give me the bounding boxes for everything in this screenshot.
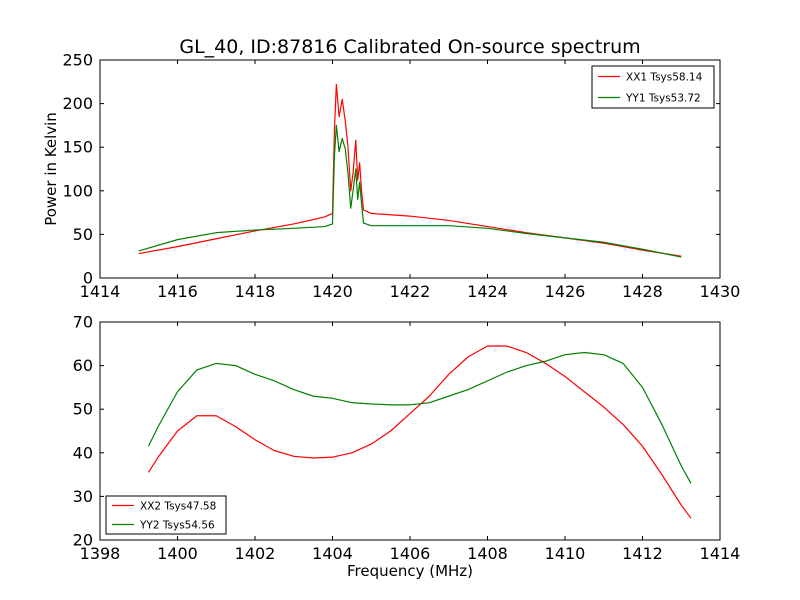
- x-tick-label: 1428: [622, 282, 663, 301]
- x-tick-label: 1410: [545, 544, 586, 563]
- x-tick-label: 1404: [312, 544, 353, 563]
- y-tick-label: 250: [62, 51, 93, 70]
- series-line-1: [138, 83, 682, 257]
- x-tick-label: 1430: [700, 282, 741, 301]
- y-tick-label: 70: [73, 313, 93, 332]
- y-tick-label: 100: [62, 181, 93, 200]
- x-tick-label: 1412: [622, 544, 663, 563]
- y-tick-label: 30: [73, 487, 93, 506]
- x-tick-label: 1402: [235, 544, 276, 563]
- chart-title: GL_40, ID:87816 Calibrated On-source spe…: [179, 36, 640, 58]
- x-axis-label: Frequency (MHz): [347, 562, 473, 580]
- x-tick-label: 1424: [467, 282, 508, 301]
- y-tick-label: 60: [73, 356, 93, 375]
- x-tick-label: 1414: [700, 544, 741, 563]
- legend-label: YY2 Tsys54.56: [139, 520, 215, 532]
- legend-box: [105, 495, 227, 535]
- x-tick-label: 1408: [467, 544, 508, 563]
- plot-panel-1: GL_40, ID:87816 Calibrated On-source spe…: [42, 36, 740, 301]
- x-tick-label: 1422: [390, 282, 431, 301]
- y-tick-label: 50: [73, 400, 93, 419]
- y-axis-label: Power in Kelvin: [42, 112, 60, 226]
- x-tick-label: 1418: [235, 282, 276, 301]
- series-line-2: [147, 351, 692, 484]
- series-line-2: [138, 124, 682, 258]
- x-tick-label: 1406: [390, 544, 431, 563]
- y-tick-label: 150: [62, 138, 93, 157]
- legend: XX2 Tsys47.58 YY2 Tsys54.56: [105, 495, 227, 535]
- legend: XX1 Tsys58.14 YY1 Tsys53.72: [591, 65, 715, 109]
- legend-box: [591, 65, 715, 109]
- legend-label: XX1 Tsys58.14: [626, 72, 703, 84]
- y-tick-label: 40: [73, 443, 93, 462]
- y-tick-label: 20: [73, 531, 93, 550]
- x-tick-label: 1420: [312, 282, 353, 301]
- x-tick-label: 1414: [80, 282, 121, 301]
- y-tick-label: 0: [83, 269, 93, 288]
- x-tick-label: 1426: [545, 282, 586, 301]
- plot-panel-2: 1398 1400 1402 1404 1406 1408 1410 1412 1414 20 30…: [73, 313, 741, 581]
- y-tick-label: 50: [73, 225, 93, 244]
- x-tick-label: 1398: [80, 544, 121, 563]
- legend-label: YY1 Tsys53.72: [625, 93, 701, 105]
- y-tick-label: 200: [62, 94, 93, 113]
- series-line-1: [147, 345, 692, 519]
- x-tick-label: 1416: [157, 282, 198, 301]
- x-tick-label: 1400: [157, 544, 198, 563]
- legend-label: XX2 Tsys47.58: [140, 501, 216, 513]
